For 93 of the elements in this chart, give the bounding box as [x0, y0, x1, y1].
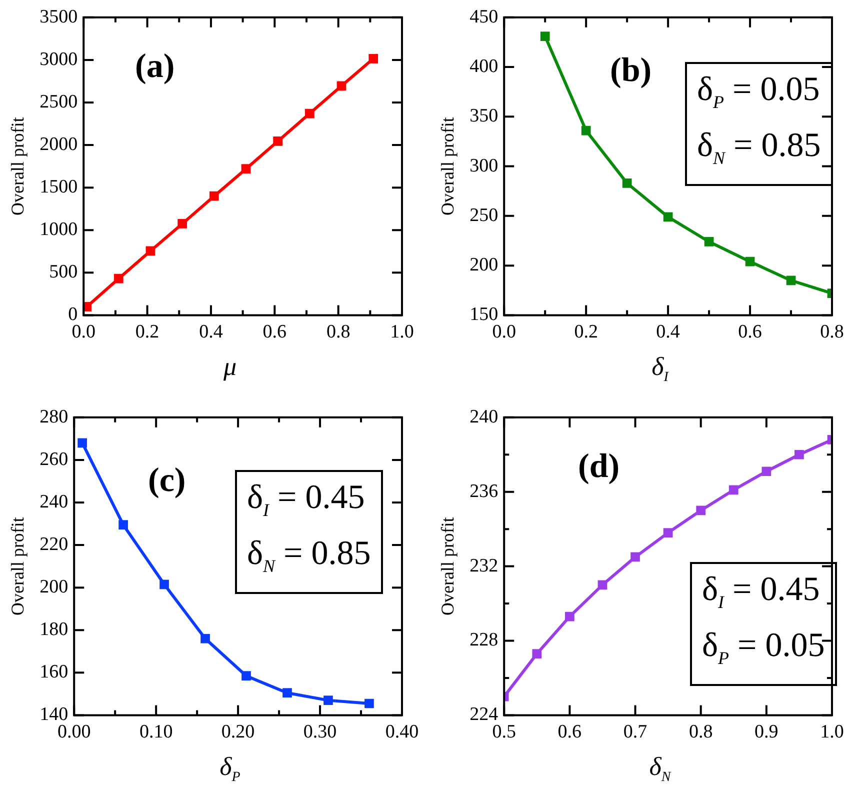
point: [565, 612, 574, 622]
point: [630, 552, 640, 562]
y-tick-label: 400: [470, 56, 498, 78]
y-axis-title: Overall profit: [438, 117, 458, 216]
point: [242, 671, 251, 681]
point: [622, 178, 632, 188]
point: [241, 164, 251, 174]
annotation: δ$_{P}$ = 0.05: [697, 70, 821, 114]
y-tick-label: 250: [470, 204, 498, 226]
x-tick-label: 0.20: [221, 722, 255, 743]
annotation: δ$_{I}$ = 0.45: [247, 478, 366, 522]
point: [364, 698, 374, 708]
y-tick-label: 160: [40, 662, 68, 683]
x-tick-label: 0.2: [135, 322, 160, 343]
annotation: δ$_{N}$ = 0.85: [697, 126, 821, 170]
y-tick-label: 200: [40, 576, 68, 598]
x-tick-label: 0.10: [139, 722, 173, 743]
point: [178, 219, 187, 228]
y-tick-label: 236: [470, 480, 498, 502]
y-tick-label: 228: [470, 630, 498, 651]
point: [704, 237, 714, 246]
annotation: δ$_{N}$ = 0.85: [247, 534, 371, 578]
y-tick-label: 3000: [40, 48, 78, 70]
annotation: δ$_{P}$ = 0.05: [702, 626, 825, 670]
x-tick-label: 0.7: [623, 722, 648, 743]
y-tick-label: 3500: [40, 6, 78, 28]
y-tick-label: 1500: [40, 176, 78, 198]
y-axis-title: Overall profit: [438, 517, 458, 616]
point: [786, 276, 796, 286]
annotation: (b): [610, 52, 652, 90]
y-tick-label: 180: [40, 619, 68, 640]
annotation: δ$_{I}$ = 0.45: [702, 570, 821, 614]
point: [663, 528, 673, 538]
x-tick-label: 0.9: [754, 722, 778, 743]
annotation: (d): [578, 448, 620, 486]
point: [745, 256, 755, 266]
x-axis-title: μ: [222, 352, 238, 382]
y-tick-label: 350: [470, 106, 498, 127]
y-tick-label: 1000: [40, 219, 78, 240]
point: [368, 54, 378, 64]
point: [114, 274, 124, 284]
y-tick-label: 240: [40, 491, 68, 512]
x-axis-title: δ$_{N}$: [648, 752, 672, 786]
x-tick-label: 0.6: [558, 722, 582, 743]
point: [336, 81, 346, 91]
y-tick-label: 200: [470, 254, 498, 276]
x-tick-label: 0.8: [326, 322, 350, 343]
y-tick-label: 220: [40, 534, 68, 556]
x-tick-label: 0.6: [262, 322, 287, 343]
x-tick-label: 1.0: [820, 722, 844, 743]
point: [663, 212, 673, 222]
x-tick-label: 0.6: [738, 322, 762, 343]
point: [304, 108, 314, 118]
x-tick-label: 0.4: [199, 322, 224, 343]
y-tick-label: 280: [40, 406, 68, 428]
annotation: (c): [148, 462, 186, 500]
point: [146, 246, 156, 256]
y-tick-label: 450: [470, 6, 498, 28]
y-axis-title: Overall profit: [8, 117, 28, 216]
point: [598, 580, 608, 590]
point: [540, 32, 550, 41]
y-tick-label: 2000: [40, 134, 78, 156]
x-tick-label: 0.2: [574, 322, 598, 343]
point: [581, 126, 591, 136]
y-tick-label: 240: [470, 406, 498, 428]
y-tick-label: 300: [470, 155, 498, 176]
point: [324, 696, 333, 705]
y-axis-title: Overall profit: [8, 517, 28, 616]
point: [282, 688, 292, 698]
point: [728, 485, 738, 495]
point: [78, 438, 87, 448]
x-tick-label: 1.0: [390, 322, 414, 343]
x-tick-label: 0.8: [820, 322, 844, 343]
point: [160, 580, 169, 590]
x-axis-title: δ$_{I}$: [650, 352, 670, 386]
y-tick-label: 2500: [40, 91, 78, 112]
y-tick-label: 232: [470, 555, 498, 576]
point: [696, 506, 706, 516]
point: [200, 634, 210, 644]
x-tick-label: 0.4: [656, 322, 680, 343]
y-tick-label: 500: [49, 262, 78, 283]
x-tick-label: 0.30: [303, 722, 337, 743]
x-axis-title: δ$_{P}$: [218, 752, 242, 786]
point: [794, 450, 804, 460]
x-tick-label: 0.40: [385, 722, 419, 743]
point: [762, 466, 772, 476]
point: [532, 649, 542, 658]
annotation: (a): [135, 48, 175, 86]
y-tick-label: 260: [40, 448, 68, 470]
point: [118, 520, 128, 530]
point: [209, 191, 219, 201]
point: [273, 136, 283, 146]
x-tick-label: 0.8: [688, 722, 713, 743]
